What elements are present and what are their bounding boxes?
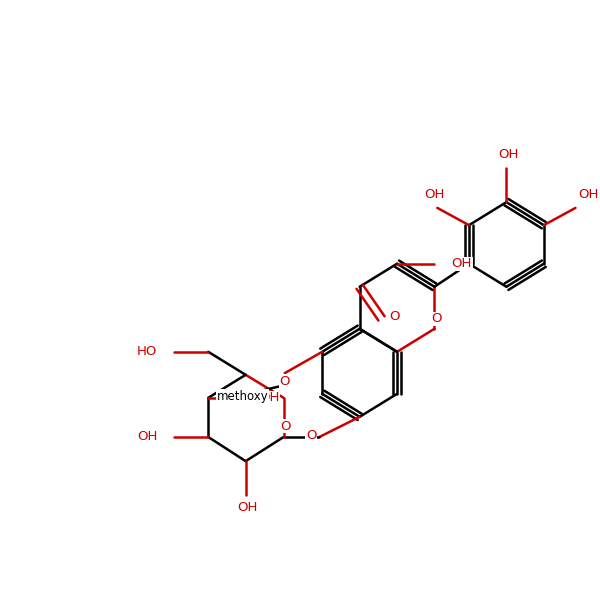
Text: O: O [280, 374, 290, 388]
Text: O: O [306, 429, 317, 442]
Text: O: O [431, 313, 442, 325]
Text: OH: OH [578, 188, 599, 201]
Text: OH: OH [137, 430, 158, 443]
Text: OH: OH [259, 391, 279, 404]
Text: O: O [389, 310, 400, 323]
Text: OH: OH [498, 148, 518, 161]
Text: OH: OH [237, 501, 257, 514]
Text: methoxy: methoxy [217, 389, 269, 403]
Text: OH: OH [452, 257, 472, 270]
Text: HO: HO [137, 346, 158, 358]
Text: O: O [280, 419, 290, 433]
Text: OH: OH [424, 188, 445, 201]
